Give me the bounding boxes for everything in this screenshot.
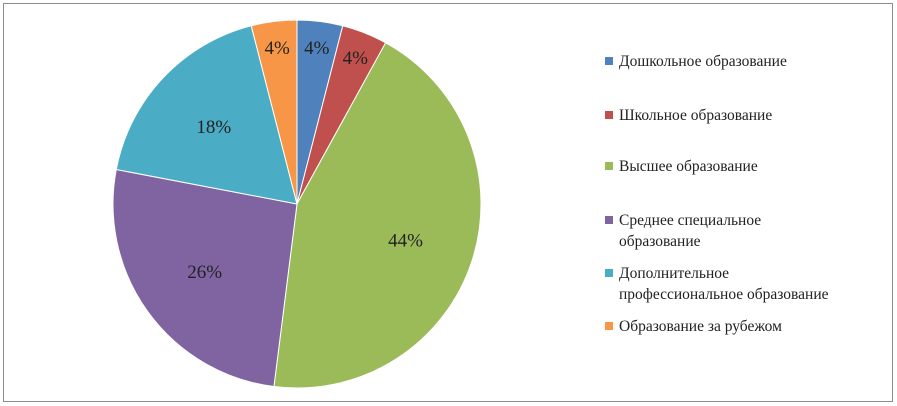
legend-label: Дошкольное образование [619, 53, 787, 70]
data-label: 18% [196, 117, 231, 138]
legend-item-school: Школьное образование [603, 105, 897, 126]
legend-label-line2: образование [619, 233, 701, 250]
legend-swatch [605, 111, 613, 119]
data-label: 4% [304, 38, 330, 59]
legend-item-higher: Высшее образование [603, 156, 897, 177]
legend-swatch [605, 216, 613, 224]
legend-item-additional-professional: Дополнительное профессиональное образован… [603, 263, 897, 305]
legend-item-secondary-special: Среднее специальное образование [603, 210, 897, 252]
legend-label: Школьное образование [619, 107, 773, 124]
legend-swatch [605, 57, 613, 65]
pie-slice [115, 25, 298, 205]
data-label: 26% [187, 262, 222, 283]
legend-swatch [605, 162, 613, 170]
pie-slice [250, 19, 298, 205]
legend-item-abroad: Образование за рубежом [603, 316, 897, 337]
legend-label: Высшее образование [619, 158, 758, 175]
data-label: 44% [388, 230, 423, 251]
pie-slice [273, 42, 482, 389]
legend-label: Дополнительное [619, 265, 730, 282]
legend-swatch [605, 322, 613, 330]
legend-swatch [605, 269, 613, 277]
legend-label-line2: профессиональное образование [619, 286, 829, 303]
pie-slice [112, 168, 298, 388]
legend-label: Среднее специальное [619, 212, 762, 229]
legend-item-preschool: Дошкольное образование [603, 51, 897, 72]
legend-label: Образование за рубежом [619, 318, 782, 335]
data-label: 4% [343, 48, 369, 69]
data-label: 4% [265, 38, 291, 59]
